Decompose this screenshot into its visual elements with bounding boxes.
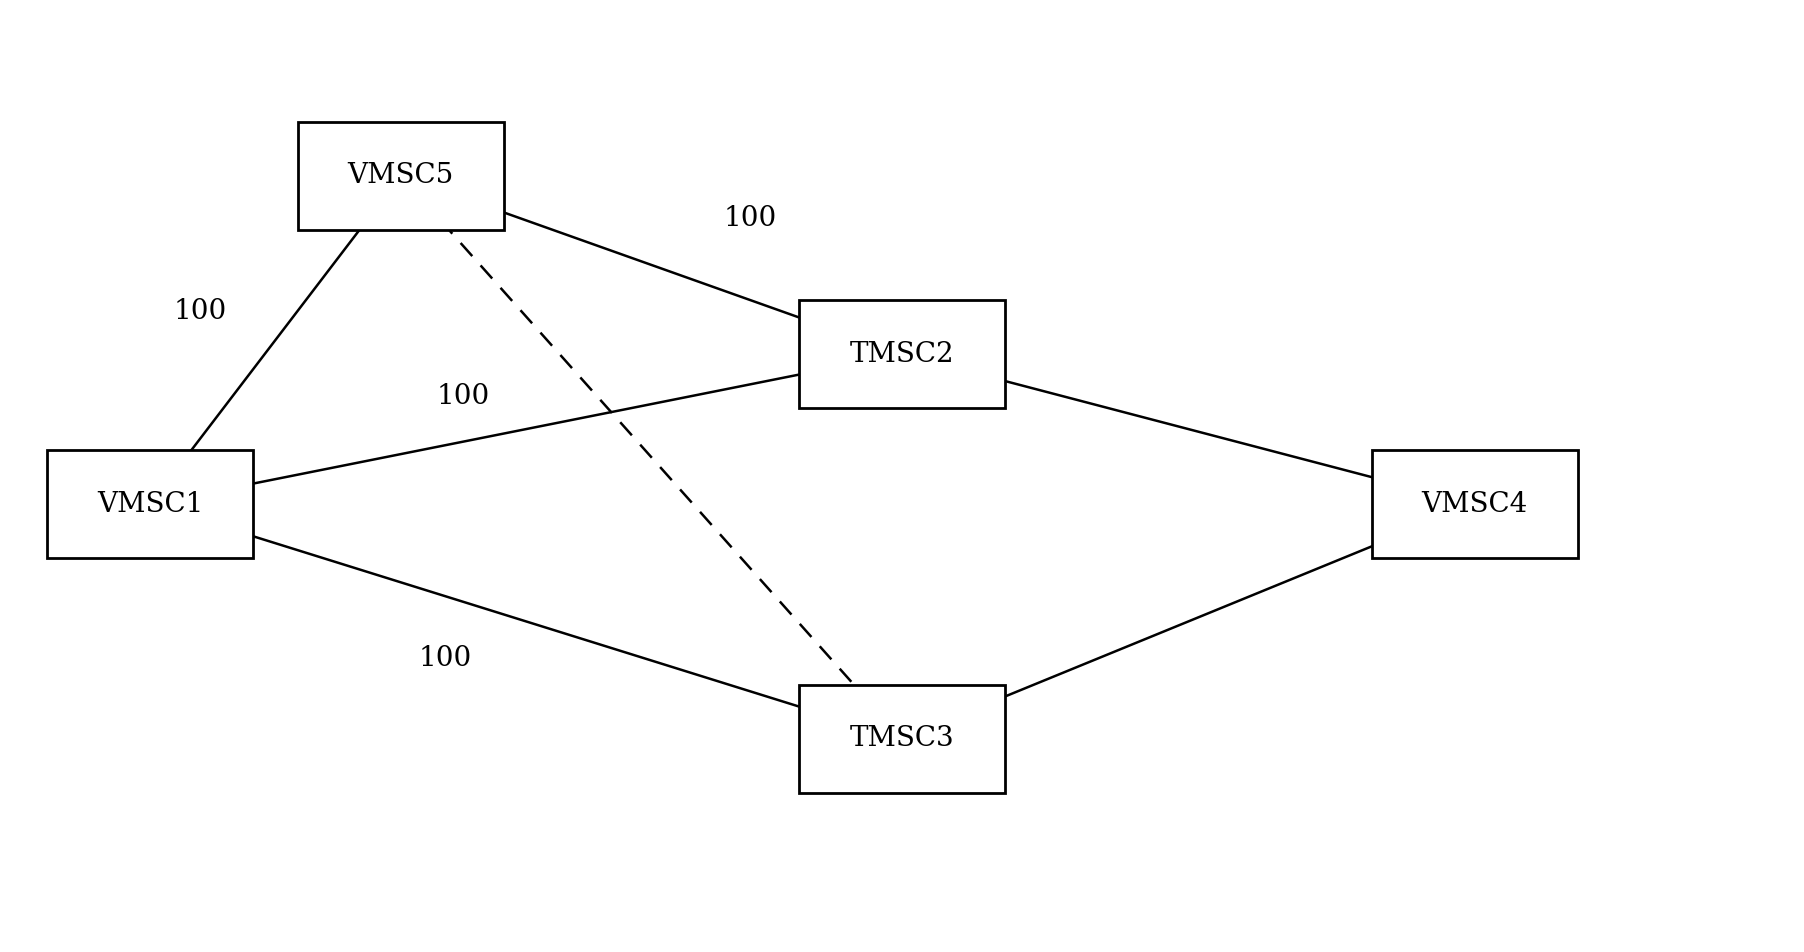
Text: VMSC5: VMSC5 bbox=[348, 162, 455, 189]
Text: TMSC2: TMSC2 bbox=[850, 341, 954, 367]
FancyBboxPatch shape bbox=[47, 450, 253, 558]
Text: 100: 100 bbox=[723, 205, 776, 231]
FancyBboxPatch shape bbox=[799, 684, 1005, 793]
Text: VMSC1: VMSC1 bbox=[97, 490, 204, 518]
FancyBboxPatch shape bbox=[298, 122, 503, 229]
Text: 100: 100 bbox=[437, 383, 491, 409]
FancyBboxPatch shape bbox=[1371, 450, 1578, 558]
FancyBboxPatch shape bbox=[799, 300, 1005, 408]
Text: 100: 100 bbox=[419, 645, 473, 672]
Text: 100: 100 bbox=[173, 298, 227, 326]
Text: VMSC4: VMSC4 bbox=[1422, 490, 1528, 518]
Text: TMSC3: TMSC3 bbox=[850, 725, 954, 752]
